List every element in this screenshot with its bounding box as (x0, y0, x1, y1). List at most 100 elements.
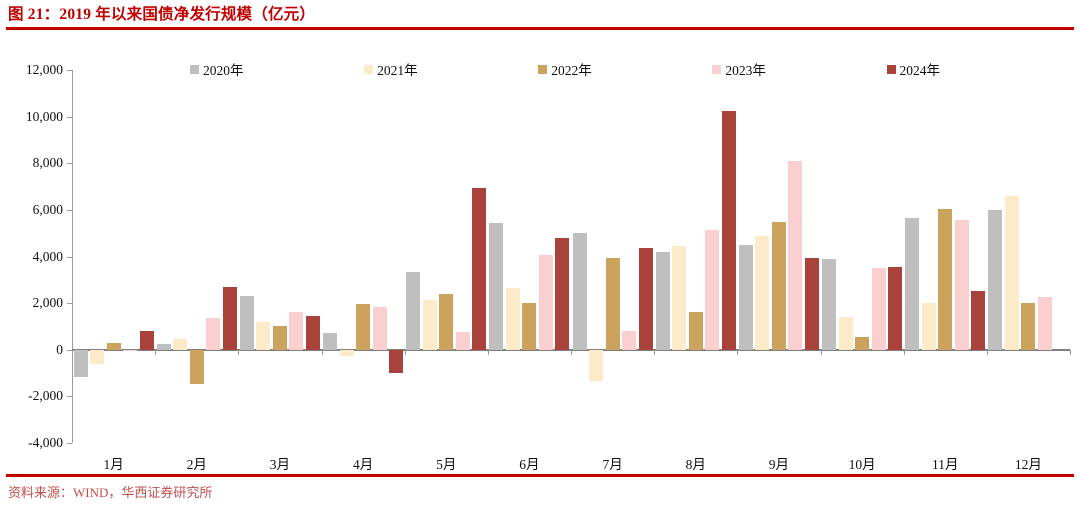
legend-label: 2022年 (551, 63, 592, 78)
bar-5月-2023年[interactable] (455, 332, 470, 350)
bar-6月-2020年[interactable] (489, 222, 504, 350)
y-axis-tick-label: 12,000 (25, 62, 63, 77)
y-axis-tick-label: -4,000 (28, 435, 63, 450)
bar-10月-2020年[interactable] (822, 258, 837, 350)
bar-7月-2023年[interactable] (622, 331, 637, 350)
bar-12月-2020年[interactable] (988, 209, 1003, 350)
bar-2月-2023年[interactable] (206, 317, 221, 350)
legend-label: 2024年 (899, 63, 941, 78)
x-axis-tick-mark (404, 349, 406, 355)
bar-7月-2020年[interactable] (572, 233, 587, 350)
x-axis-tick-mark (737, 349, 739, 355)
legend-item-2024年[interactable]: 2024年 (886, 59, 941, 79)
bar-5月-2022年[interactable] (439, 293, 454, 350)
bar-3月-2023年[interactable] (289, 312, 304, 350)
legend-item-2020年[interactable]: 2020年 (190, 59, 244, 79)
bar-7月-2024年[interactable] (638, 248, 653, 350)
bar-10月-2022年[interactable] (855, 336, 870, 350)
title-divider (6, 27, 1074, 30)
bar-1月-2024年[interactable] (139, 331, 154, 350)
bar-9月-2022年[interactable] (771, 221, 786, 350)
bar-5月-2020年[interactable] (406, 271, 421, 350)
bar-12月-2022年[interactable] (1021, 303, 1036, 350)
bar-10月-2021年[interactable] (838, 317, 853, 350)
x-axis-tick-mark (654, 349, 656, 355)
bar-group-7月 (571, 70, 654, 443)
bar-2月-2021年[interactable] (173, 339, 188, 350)
bar-5月-2021年[interactable] (422, 299, 437, 350)
bar-8月-2024年[interactable] (721, 110, 736, 350)
bar-7月-2022年[interactable] (605, 257, 620, 350)
x-axis-tick-label: 4月 (352, 457, 374, 472)
bar-11月-2023年[interactable] (954, 220, 969, 350)
bar-7月-2021年[interactable] (589, 349, 604, 382)
bar-2月-2024年[interactable] (222, 287, 237, 350)
legend-item-2022年[interactable]: 2022年 (538, 59, 592, 79)
y-axis-tick-mark (67, 396, 72, 398)
bar-12月-2021年[interactable] (1004, 195, 1019, 350)
bar-group-10月 (821, 70, 904, 443)
x-axis-tick-label: 3月 (269, 457, 291, 472)
legend-swatch-icon (538, 64, 548, 74)
bar-9月-2020年[interactable] (738, 244, 753, 350)
bar-9月-2024年[interactable] (804, 257, 819, 350)
bar-3月-2020年[interactable] (239, 295, 254, 350)
x-axis-tick-label: 2月 (186, 457, 207, 472)
bar-1月-2023年[interactable] (123, 349, 138, 351)
bar-6月-2023年[interactable] (538, 255, 553, 350)
y-axis-tick-mark (67, 349, 72, 351)
x-axis-tick-label: 11月 (932, 457, 959, 472)
bar-8月-2022年[interactable] (688, 312, 703, 350)
bar-1月-2020年[interactable] (73, 349, 88, 377)
bar-4月-2023年[interactable] (372, 306, 387, 350)
bar-4月-2024年[interactable] (389, 349, 404, 374)
bar-4月-2022年[interactable] (356, 304, 371, 350)
bar-1月-2022年[interactable] (106, 343, 121, 350)
bar-10月-2024年[interactable] (888, 266, 903, 350)
x-axis-tick-label: 8月 (685, 457, 706, 472)
bar-9月-2021年[interactable] (755, 235, 770, 350)
chart-legend: 2020年 2021年 2022年 2023年 2024年 (60, 59, 1070, 79)
y-axis-tick-mark (67, 163, 72, 165)
y-axis-line (72, 70, 73, 443)
legend-swatch-icon (190, 64, 199, 74)
bar-12月-2023年[interactable] (1037, 297, 1052, 350)
bar-2月-2020年[interactable] (156, 344, 171, 350)
bar-group-11月 (904, 70, 987, 443)
legend-item-2021年[interactable]: 2021年 (364, 59, 418, 79)
bar-1月-2021年[interactable] (90, 349, 105, 364)
y-axis-tick-mark (67, 303, 72, 305)
bar-3月-2024年[interactable] (305, 315, 320, 350)
bar-8月-2020年[interactable] (655, 251, 670, 350)
y-axis-tick-label: 6,000 (32, 201, 63, 217)
x-axis-tick-mark (1070, 349, 1071, 355)
legend-item-2023年[interactable]: 2023年 (712, 59, 766, 79)
x-axis-tick-mark (571, 349, 572, 355)
bar-group-5月 (405, 70, 488, 443)
bar-group-1月 (72, 70, 155, 443)
x-axis-tick-mark (321, 349, 323, 355)
bar-8月-2021年[interactable] (672, 246, 687, 350)
bar-3月-2022年[interactable] (272, 326, 287, 350)
bar-10月-2023年[interactable] (871, 268, 886, 350)
bar-8月-2023年[interactable] (705, 229, 720, 350)
page-title: 图 21：2019 年以来国债净发行规模（亿元） (8, 6, 316, 23)
bar-4月-2020年[interactable] (323, 332, 338, 350)
bar-6月-2024年[interactable] (555, 237, 570, 350)
bar-9月-2023年[interactable] (788, 160, 803, 350)
x-axis-tick-mark (903, 349, 905, 355)
bar-6月-2022年[interactable] (522, 303, 537, 350)
legend-swatch-icon (712, 64, 722, 74)
bar-11月-2024年[interactable] (971, 291, 986, 350)
footer-divider (6, 474, 1074, 477)
x-axis-tick-mark (986, 349, 988, 355)
bar-4月-2021年[interactable] (339, 349, 354, 356)
bar-6月-2021年[interactable] (505, 287, 520, 350)
bar-group-3月 (238, 70, 321, 443)
bar-3月-2021年[interactable] (256, 322, 271, 350)
bar-11月-2021年[interactable] (921, 303, 936, 350)
bar-11月-2020年[interactable] (905, 218, 920, 350)
bar-2月-2022年[interactable] (189, 349, 204, 384)
bar-11月-2022年[interactable] (938, 208, 953, 350)
bar-5月-2024年[interactable] (472, 187, 487, 350)
